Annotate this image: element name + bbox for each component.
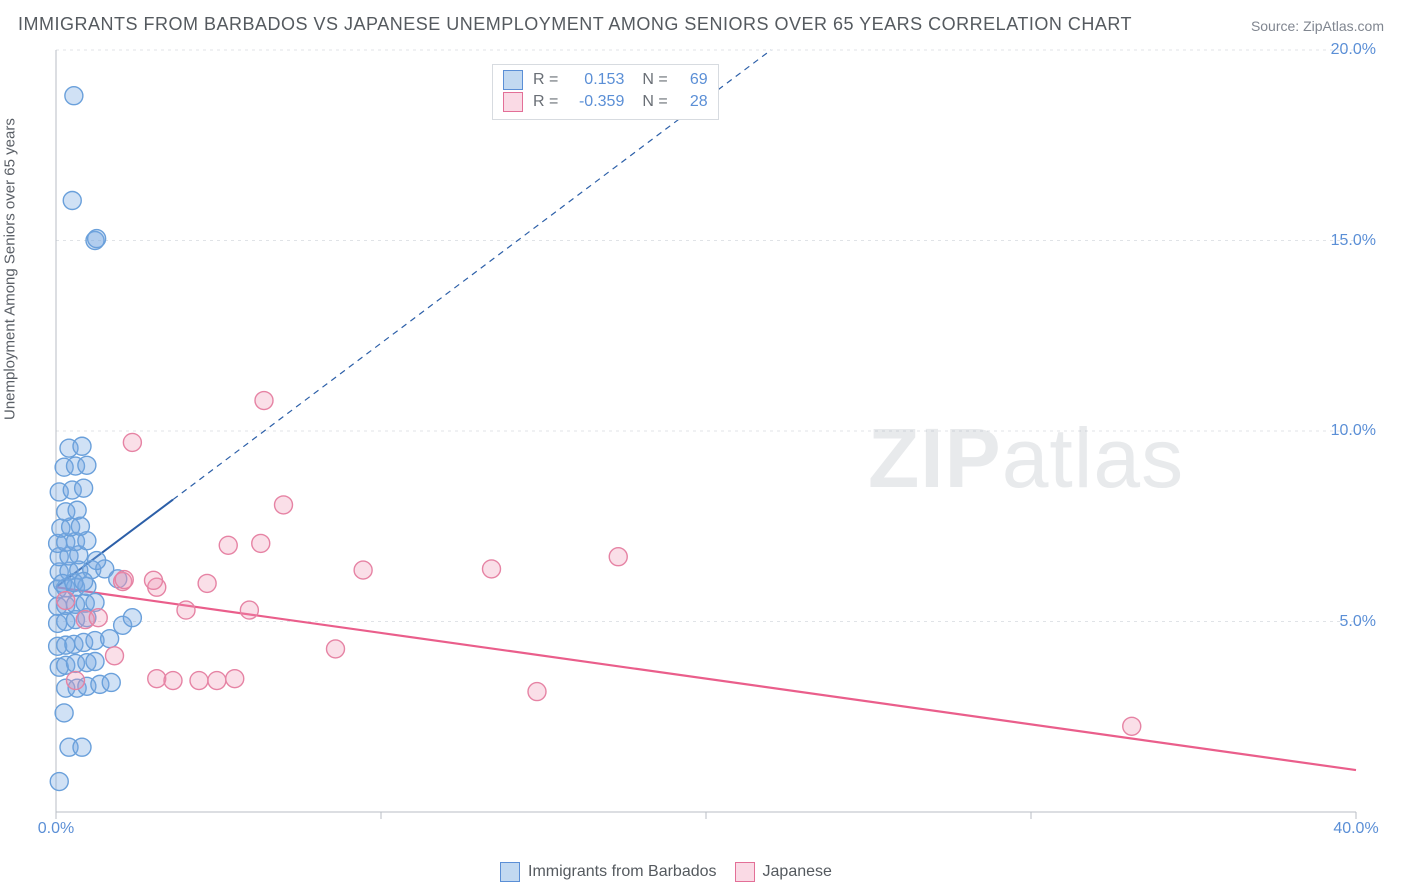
swatch-blue <box>500 862 520 882</box>
n-value: 28 <box>678 91 708 113</box>
scatter-chart <box>48 50 1388 840</box>
legend-label: Immigrants from Barbados <box>528 863 717 881</box>
chart-title: IMMIGRANTS FROM BARBADOS VS JAPANESE UNE… <box>18 14 1132 35</box>
y-tick-label: 5.0% <box>1340 613 1376 631</box>
x-tick-label: 0.0% <box>38 820 74 838</box>
n-value: 69 <box>678 69 708 91</box>
series-legend: Immigrants from Barbados Japanese <box>500 862 832 882</box>
r-label: R = <box>533 69 558 91</box>
swatch-pink <box>503 92 523 112</box>
source-label: Source: <box>1251 18 1299 34</box>
plot-area: ZIPatlas R = 0.153 N = 69 R = -0.359 N =… <box>48 50 1388 840</box>
r-value: 0.153 <box>568 69 624 91</box>
correlation-legend: R = 0.153 N = 69 R = -0.359 N = 28 <box>492 64 719 120</box>
swatch-pink <box>735 862 755 882</box>
legend-item: Immigrants from Barbados <box>500 862 717 882</box>
swatch-blue <box>503 70 523 90</box>
r-label: R = <box>533 91 558 113</box>
n-label: N = <box>642 69 667 91</box>
source-value: ZipAtlas.com <box>1303 18 1384 34</box>
r-value: -0.359 <box>568 91 624 113</box>
legend-row: R = -0.359 N = 28 <box>503 91 708 113</box>
y-axis-label: Unemployment Among Seniors over 65 years <box>2 118 19 420</box>
y-tick-label: 15.0% <box>1331 232 1376 250</box>
legend-item: Japanese <box>735 862 832 882</box>
legend-row: R = 0.153 N = 69 <box>503 69 708 91</box>
y-tick-label: 10.0% <box>1331 422 1376 440</box>
x-tick-label: 40.0% <box>1333 820 1378 838</box>
source-attribution: Source: ZipAtlas.com <box>1251 18 1384 34</box>
n-label: N = <box>642 91 667 113</box>
legend-label: Japanese <box>763 863 832 881</box>
y-tick-label: 20.0% <box>1331 41 1376 59</box>
